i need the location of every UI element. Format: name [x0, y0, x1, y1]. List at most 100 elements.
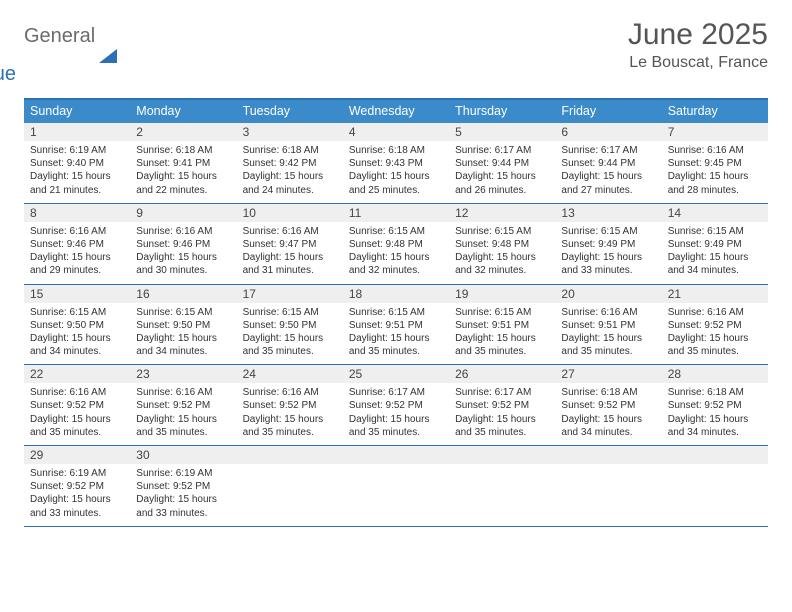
day-number: 4 — [343, 123, 449, 141]
sunset-line: Sunset: 9:43 PM — [349, 157, 443, 170]
day-number: 22 — [24, 365, 130, 383]
sunset-line: Sunset: 9:52 PM — [455, 399, 549, 412]
sunrise-line: Sunrise: 6:15 AM — [136, 306, 230, 319]
day-number: 16 — [130, 285, 236, 303]
day-details: Sunrise: 6:16 AMSunset: 9:46 PMDaylight:… — [24, 222, 130, 284]
day-number: 27 — [555, 365, 661, 383]
sunset-line: Sunset: 9:46 PM — [30, 238, 124, 251]
daylight-line: Daylight: 15 hours and 35 minutes. — [561, 332, 655, 358]
day-number: 26 — [449, 365, 555, 383]
day-details: Sunrise: 6:16 AMSunset: 9:52 PMDaylight:… — [662, 303, 768, 365]
day-cell: 29Sunrise: 6:19 AMSunset: 9:52 PMDayligh… — [24, 446, 130, 526]
weekday-header: Monday — [130, 100, 236, 123]
day-number: 3 — [237, 123, 343, 141]
day-cell: 19Sunrise: 6:15 AMSunset: 9:51 PMDayligh… — [449, 285, 555, 365]
day-cell: 12Sunrise: 6:15 AMSunset: 9:48 PMDayligh… — [449, 204, 555, 284]
day-details: Sunrise: 6:15 AMSunset: 9:50 PMDaylight:… — [237, 303, 343, 365]
daylight-line: Daylight: 15 hours and 34 minutes. — [30, 332, 124, 358]
sunset-line: Sunset: 9:52 PM — [349, 399, 443, 412]
day-cell: 3Sunrise: 6:18 AMSunset: 9:42 PMDaylight… — [237, 123, 343, 203]
sunset-line: Sunset: 9:52 PM — [30, 399, 124, 412]
day-details: Sunrise: 6:16 AMSunset: 9:52 PMDaylight:… — [130, 383, 236, 445]
day-details: Sunrise: 6:18 AMSunset: 9:52 PMDaylight:… — [662, 383, 768, 445]
day-number — [343, 446, 449, 464]
day-cell: 2Sunrise: 6:18 AMSunset: 9:41 PMDaylight… — [130, 123, 236, 203]
sunrise-line: Sunrise: 6:15 AM — [243, 306, 337, 319]
sunrise-line: Sunrise: 6:15 AM — [455, 225, 549, 238]
day-number: 9 — [130, 204, 236, 222]
day-cell — [237, 446, 343, 526]
day-cell: 27Sunrise: 6:18 AMSunset: 9:52 PMDayligh… — [555, 365, 661, 445]
day-details: Sunrise: 6:16 AMSunset: 9:47 PMDaylight:… — [237, 222, 343, 284]
day-number: 5 — [449, 123, 555, 141]
sunrise-line: Sunrise: 6:19 AM — [30, 467, 124, 480]
day-details: Sunrise: 6:15 AMSunset: 9:51 PMDaylight:… — [343, 303, 449, 365]
calendar-page: General Blue June 2025 Le Bouscat, Franc… — [0, 0, 792, 527]
day-details: Sunrise: 6:15 AMSunset: 9:49 PMDaylight:… — [555, 222, 661, 284]
daylight-line: Daylight: 15 hours and 33 minutes. — [136, 493, 230, 519]
day-details: Sunrise: 6:15 AMSunset: 9:51 PMDaylight:… — [449, 303, 555, 365]
sunrise-line: Sunrise: 6:17 AM — [349, 386, 443, 399]
day-cell: 25Sunrise: 6:17 AMSunset: 9:52 PMDayligh… — [343, 365, 449, 445]
daylight-line: Daylight: 15 hours and 35 minutes. — [243, 332, 337, 358]
day-details: Sunrise: 6:15 AMSunset: 9:49 PMDaylight:… — [662, 222, 768, 284]
day-details: Sunrise: 6:15 AMSunset: 9:48 PMDaylight:… — [343, 222, 449, 284]
day-cell: 8Sunrise: 6:16 AMSunset: 9:46 PMDaylight… — [24, 204, 130, 284]
day-number: 25 — [343, 365, 449, 383]
sunset-line: Sunset: 9:52 PM — [561, 399, 655, 412]
sunrise-line: Sunrise: 6:17 AM — [455, 144, 549, 157]
day-cell: 4Sunrise: 6:18 AMSunset: 9:43 PMDaylight… — [343, 123, 449, 203]
day-number: 30 — [130, 446, 236, 464]
daylight-line: Daylight: 15 hours and 32 minutes. — [349, 251, 443, 277]
daylight-line: Daylight: 15 hours and 27 minutes. — [561, 170, 655, 196]
day-cell: 6Sunrise: 6:17 AMSunset: 9:44 PMDaylight… — [555, 123, 661, 203]
sunset-line: Sunset: 9:41 PM — [136, 157, 230, 170]
sunrise-line: Sunrise: 6:15 AM — [349, 225, 443, 238]
weekday-header: Thursday — [449, 100, 555, 123]
daylight-line: Daylight: 15 hours and 35 minutes. — [30, 413, 124, 439]
weekday-header: Sunday — [24, 100, 130, 123]
day-cell: 5Sunrise: 6:17 AMSunset: 9:44 PMDaylight… — [449, 123, 555, 203]
weekday-header-row: Sunday Monday Tuesday Wednesday Thursday… — [24, 100, 768, 123]
daylight-line: Daylight: 15 hours and 34 minutes. — [136, 332, 230, 358]
sunset-line: Sunset: 9:52 PM — [136, 480, 230, 493]
sunset-line: Sunset: 9:51 PM — [561, 319, 655, 332]
sunset-line: Sunset: 9:47 PM — [243, 238, 337, 251]
sunset-line: Sunset: 9:46 PM — [136, 238, 230, 251]
day-number: 14 — [662, 204, 768, 222]
day-cell — [555, 446, 661, 526]
sunset-line: Sunset: 9:52 PM — [668, 399, 762, 412]
sunrise-line: Sunrise: 6:18 AM — [136, 144, 230, 157]
day-details — [662, 464, 768, 473]
sunset-line: Sunset: 9:52 PM — [243, 399, 337, 412]
sunset-line: Sunset: 9:50 PM — [136, 319, 230, 332]
week-row: 15Sunrise: 6:15 AMSunset: 9:50 PMDayligh… — [24, 285, 768, 366]
day-details: Sunrise: 6:19 AMSunset: 9:52 PMDaylight:… — [24, 464, 130, 526]
day-details: Sunrise: 6:17 AMSunset: 9:44 PMDaylight:… — [555, 141, 661, 203]
daylight-line: Daylight: 15 hours and 29 minutes. — [30, 251, 124, 277]
day-cell — [662, 446, 768, 526]
day-number: 6 — [555, 123, 661, 141]
day-cell: 15Sunrise: 6:15 AMSunset: 9:50 PMDayligh… — [24, 285, 130, 365]
day-number: 18 — [343, 285, 449, 303]
day-cell: 17Sunrise: 6:15 AMSunset: 9:50 PMDayligh… — [237, 285, 343, 365]
day-cell: 18Sunrise: 6:15 AMSunset: 9:51 PMDayligh… — [343, 285, 449, 365]
daylight-line: Daylight: 15 hours and 33 minutes. — [30, 493, 124, 519]
day-number: 8 — [24, 204, 130, 222]
sunset-line: Sunset: 9:51 PM — [349, 319, 443, 332]
day-number: 23 — [130, 365, 236, 383]
day-number: 12 — [449, 204, 555, 222]
day-cell: 26Sunrise: 6:17 AMSunset: 9:52 PMDayligh… — [449, 365, 555, 445]
day-details: Sunrise: 6:18 AMSunset: 9:42 PMDaylight:… — [237, 141, 343, 203]
header: General Blue June 2025 Le Bouscat, Franc… — [24, 18, 768, 84]
day-details: Sunrise: 6:17 AMSunset: 9:52 PMDaylight:… — [449, 383, 555, 445]
sunset-line: Sunset: 9:44 PM — [561, 157, 655, 170]
day-number: 20 — [555, 285, 661, 303]
day-number: 19 — [449, 285, 555, 303]
sunrise-line: Sunrise: 6:15 AM — [561, 225, 655, 238]
day-cell: 21Sunrise: 6:16 AMSunset: 9:52 PMDayligh… — [662, 285, 768, 365]
day-number: 13 — [555, 204, 661, 222]
daylight-line: Daylight: 15 hours and 33 minutes. — [561, 251, 655, 277]
sunrise-line: Sunrise: 6:17 AM — [455, 386, 549, 399]
weekday-header: Saturday — [662, 100, 768, 123]
